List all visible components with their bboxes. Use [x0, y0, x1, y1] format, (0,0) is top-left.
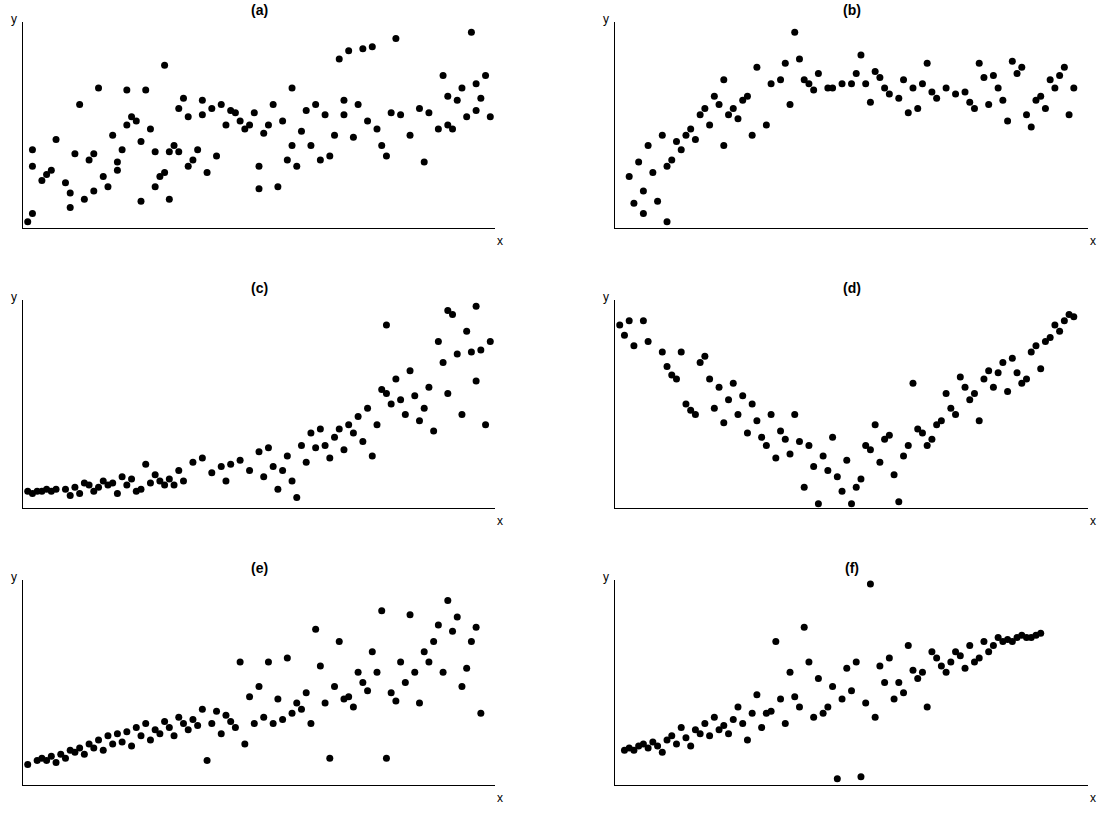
svg-text:x: x: [1090, 791, 1096, 805]
svg-text:y: y: [11, 12, 17, 26]
svg-text:(b): (b): [843, 2, 861, 18]
svg-text:y: y: [11, 290, 17, 304]
svg-text:(d): (d): [843, 280, 861, 296]
svg-text:(e): (e): [251, 560, 268, 576]
svg-text:y: y: [603, 290, 609, 304]
svg-text:x: x: [1090, 234, 1096, 248]
svg-text:x: x: [497, 791, 503, 805]
svg-text:x: x: [497, 514, 503, 528]
svg-text:x: x: [497, 234, 503, 248]
svg-text:(f): (f): [845, 560, 859, 576]
svg-text:(c): (c): [251, 280, 268, 296]
svg-text:y: y: [603, 12, 609, 26]
svg-text:y: y: [603, 570, 609, 584]
svg-text:(a): (a): [251, 2, 268, 18]
svg-text:x: x: [1090, 514, 1096, 528]
svg-text:y: y: [11, 570, 17, 584]
